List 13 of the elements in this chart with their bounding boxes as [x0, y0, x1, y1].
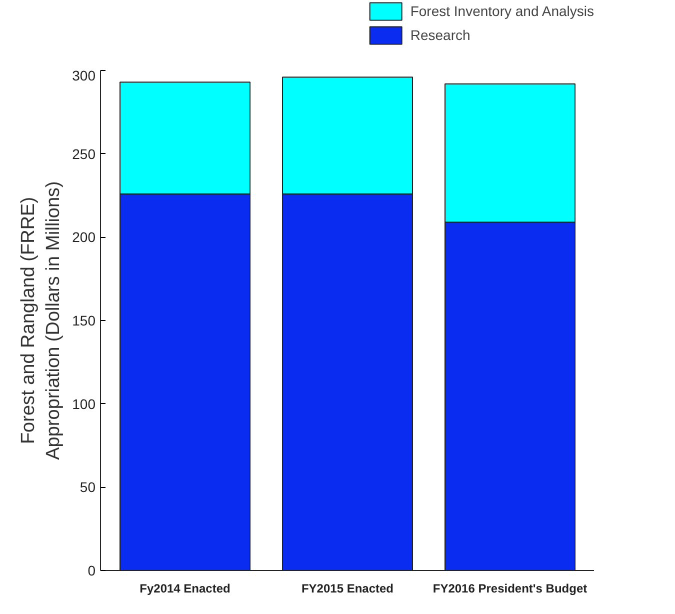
x-tick-label: Fy2014 Enacted	[140, 582, 230, 596]
y-tick-label: 100	[72, 396, 96, 412]
y-axis-title: Forest and Rangland (FRRE) Appropriation (Dollars in Millions)	[18, 181, 64, 460]
x-tick-label: FY2016 President's Budget	[432, 582, 588, 596]
y-tick-label: 250	[72, 146, 96, 162]
y-tick-label: 150	[72, 312, 96, 328]
y-tick-label: 0	[88, 562, 96, 578]
y-tick-label: 200	[72, 229, 96, 246]
legend-label: Forest Inventory and Analysis	[410, 3, 594, 19]
y-tick-label: 50	[80, 479, 96, 496]
legend-label: Research	[410, 27, 470, 43]
y-tick-label: 300	[72, 68, 96, 84]
x-tick-label: FY2015 Enacted	[301, 582, 394, 596]
